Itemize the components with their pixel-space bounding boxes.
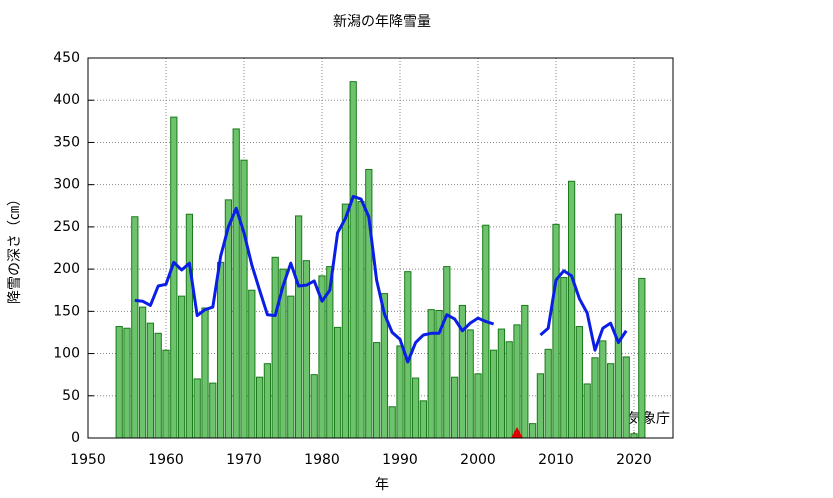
bar (552, 223, 560, 439)
bar (443, 266, 451, 439)
y-tick-label: 100 (53, 346, 80, 362)
bar (185, 213, 194, 439)
x-tick-label: 1970 (226, 452, 262, 468)
bar (396, 345, 404, 439)
marker (511, 427, 523, 438)
bar (583, 383, 591, 439)
bar (115, 326, 123, 439)
bar (489, 349, 498, 439)
line (134, 194, 628, 364)
bar (372, 342, 381, 439)
y-tick-label: 400 (53, 92, 80, 108)
y-tick-label: 350 (53, 134, 80, 150)
bar (138, 306, 147, 439)
bar (575, 326, 584, 439)
y-tick-label: 150 (53, 303, 80, 319)
bar (560, 277, 568, 439)
bar (427, 309, 435, 439)
x-tick-label: 2000 (460, 452, 496, 468)
bar (513, 324, 521, 439)
bar (271, 256, 279, 439)
bar (388, 406, 396, 439)
bar (606, 363, 615, 439)
bar (614, 213, 623, 439)
x-tick-label: 1980 (304, 452, 340, 468)
bar (333, 326, 342, 439)
bar (544, 348, 552, 439)
y-tick-label: 50 (62, 388, 80, 404)
bar (349, 81, 357, 439)
x-tick-label: 1990 (382, 452, 418, 468)
bar (528, 423, 537, 439)
bar (505, 341, 513, 439)
bar (216, 261, 225, 439)
bar (302, 260, 311, 439)
bar (411, 377, 420, 439)
y-tick-label: 450 (53, 50, 80, 66)
bar (341, 203, 350, 439)
bar (255, 376, 264, 439)
bar (521, 304, 529, 439)
bar (567, 180, 576, 439)
x-axis-label: 年 (375, 477, 389, 493)
chart-title: 新潟の年降雪量 (333, 14, 431, 30)
bar (294, 215, 303, 439)
bar (131, 216, 139, 439)
y-tick-label: 300 (53, 177, 80, 193)
y-tick-label: 200 (53, 261, 80, 277)
bar (450, 376, 459, 439)
bar (482, 224, 490, 439)
bar (263, 363, 272, 439)
bar (287, 295, 295, 439)
bar (170, 116, 178, 439)
bar (630, 433, 638, 439)
bar (310, 374, 318, 439)
bar (466, 329, 474, 439)
x-tick-label: 2010 (538, 452, 574, 468)
bar (240, 159, 248, 439)
bar (209, 382, 217, 439)
bar (638, 277, 646, 439)
bar (123, 327, 131, 439)
bar (162, 349, 170, 439)
bar (497, 328, 506, 439)
x-tick-label: 1950 (70, 452, 106, 468)
bar (599, 340, 607, 439)
y-tick-label: 0 (71, 430, 80, 446)
bar (622, 356, 630, 439)
plot-frame (87, 57, 674, 439)
y-tick-label: 250 (53, 219, 80, 235)
bar (248, 289, 256, 439)
bar (536, 373, 545, 439)
bar (193, 378, 201, 439)
bar (201, 307, 209, 439)
bar (154, 332, 162, 439)
x-tick-label: 1960 (148, 452, 184, 468)
y-axis-label: 降雪の深さ（㎝） (7, 192, 23, 304)
bar (419, 400, 428, 439)
bar (591, 357, 599, 439)
bar (474, 373, 482, 439)
x-tick-label: 2020 (616, 452, 652, 468)
bar (146, 322, 155, 439)
bar (232, 128, 240, 439)
bar (357, 201, 365, 439)
bar (177, 295, 186, 439)
